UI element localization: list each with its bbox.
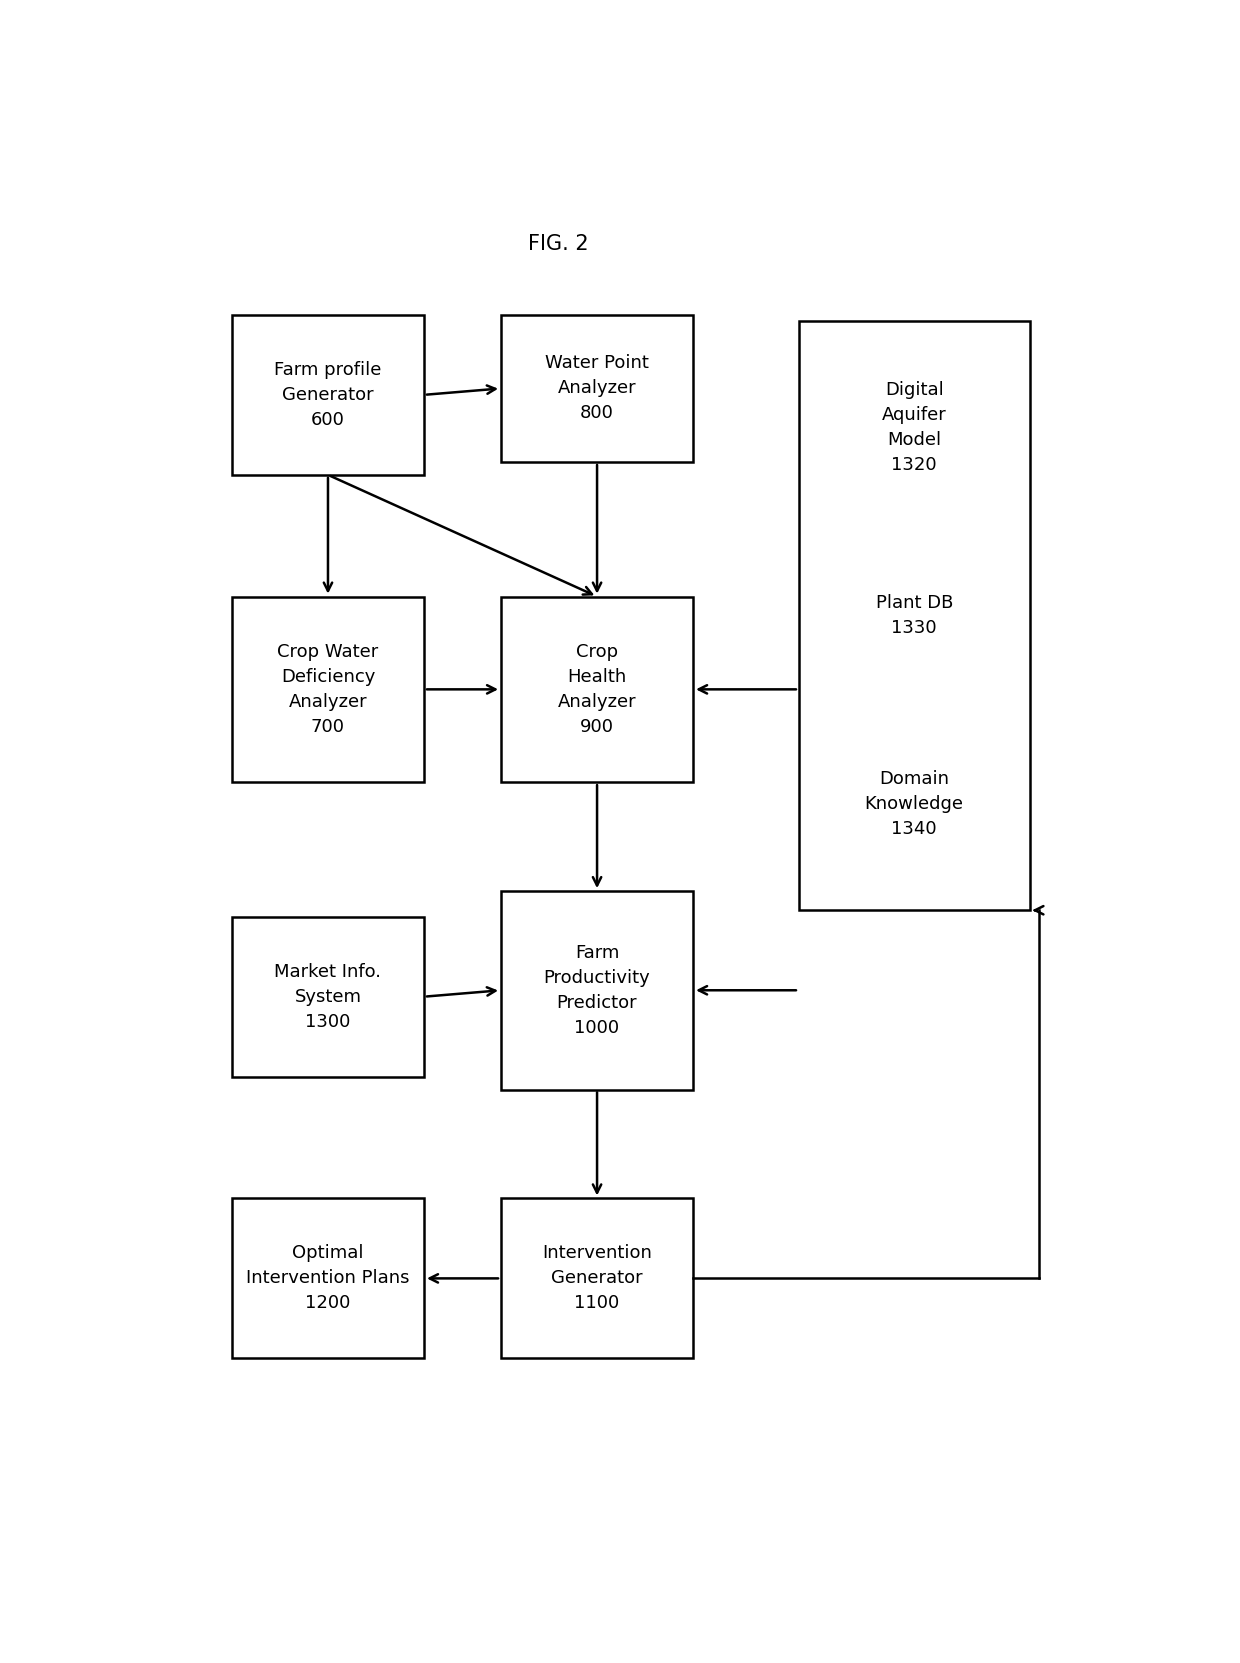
Text: Plant DB
1330: Plant DB 1330 (875, 594, 952, 637)
Bar (232, 597, 424, 782)
Text: Crop
Health
Analyzer
900: Crop Health Analyzer 900 (558, 644, 636, 735)
Text: Crop Water
Deficiency
Analyzer
700: Crop Water Deficiency Analyzer 700 (278, 644, 378, 735)
Text: Intervention
Generator
1100: Intervention Generator 1100 (542, 1244, 652, 1312)
Text: Digital
Aquifer
Model
1320: Digital Aquifer Model 1320 (882, 381, 946, 474)
Bar (232, 314, 424, 476)
Bar (799, 321, 1029, 910)
Text: Water Point
Analyzer
800: Water Point Analyzer 800 (546, 354, 649, 422)
Text: FIG. 2: FIG. 2 (528, 234, 589, 254)
Bar (501, 1199, 693, 1359)
Bar (232, 916, 424, 1076)
Text: Farm profile
Generator
600: Farm profile Generator 600 (274, 361, 382, 429)
Text: Optimal
Intervention Plans
1200: Optimal Intervention Plans 1200 (247, 1244, 409, 1312)
Bar (501, 314, 693, 462)
Bar (501, 597, 693, 782)
Text: Farm
Productivity
Predictor
1000: Farm Productivity Predictor 1000 (543, 945, 651, 1036)
Bar (501, 891, 693, 1089)
Text: Market Info.
System
1300: Market Info. System 1300 (274, 963, 382, 1031)
Bar (232, 1199, 424, 1359)
Text: Domain
Knowledge
1340: Domain Knowledge 1340 (864, 770, 963, 838)
